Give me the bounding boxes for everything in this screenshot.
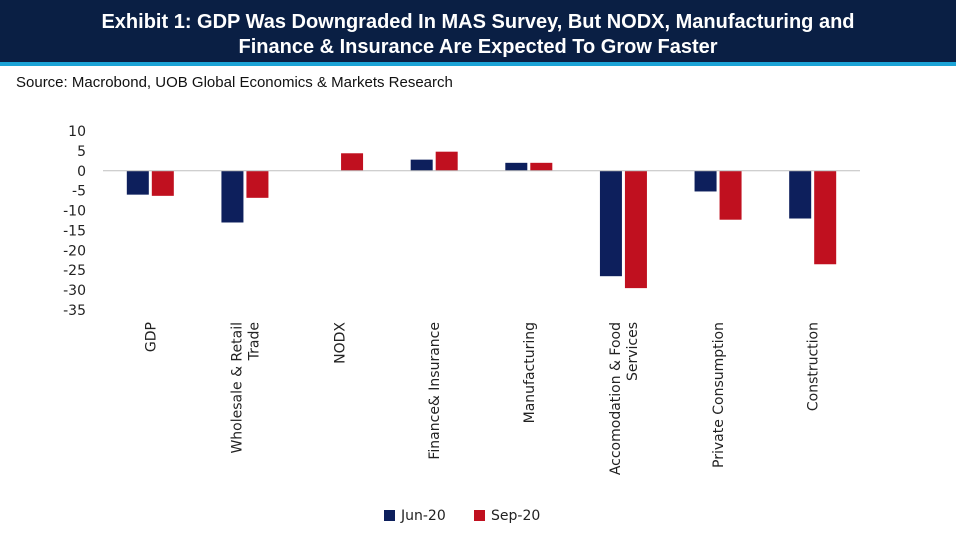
y-tick-label: -20 <box>63 243 86 259</box>
title-bar: Exhibit 1: GDP Was Downgraded In MAS Sur… <box>0 0 956 66</box>
bar-jun <box>789 170 812 219</box>
x-category-label: Accomodation & FoodServices <box>608 322 641 475</box>
x-category-label-line: Services <box>625 322 641 381</box>
bar-sep <box>341 153 364 171</box>
y-tick-label: 10 <box>68 124 86 140</box>
y-tick-label: -5 <box>72 184 86 200</box>
y-tick-label: -10 <box>63 204 86 220</box>
legend-swatch-sep <box>474 510 485 521</box>
x-category-label: Finance& Insurance <box>427 322 443 460</box>
bar-sep <box>435 151 458 171</box>
bar-sep <box>246 170 269 198</box>
x-category-label-line: Private Consumption <box>711 322 727 468</box>
x-category-label-line: GDP <box>143 322 159 352</box>
x-category-label: Manufacturing <box>522 322 538 423</box>
x-category-label-line: Trade <box>246 322 262 361</box>
bar-jun <box>599 170 622 277</box>
source-note: Source: Macrobond, UOB Global Economics … <box>16 74 453 91</box>
y-tick-label: -15 <box>63 223 86 239</box>
legend-item-jun: Jun-20 <box>384 508 446 524</box>
x-category-label-line: Accomodation & Food <box>608 322 624 475</box>
y-tick-label: 5 <box>77 144 86 160</box>
x-category-label: Wholesale & RetailTrade <box>229 322 262 454</box>
bar-jun <box>126 170 149 195</box>
chart-title-line-1: Exhibit 1: GDP Was Downgraded In MAS Sur… <box>101 11 855 33</box>
bar-sep <box>530 162 553 171</box>
bar-jun <box>221 170 244 223</box>
bar-sep <box>624 170 647 289</box>
chart-title-line-2: Finance & Insurance Are Expected To Grow… <box>238 36 718 58</box>
legend-swatch-jun <box>384 510 395 521</box>
x-category-label: Private Consumption <box>711 322 727 468</box>
legend-label-sep: Sep-20 <box>491 508 541 524</box>
x-category-label-line: Wholesale & Retail <box>229 322 245 454</box>
legend-item-sep: Sep-20 <box>474 508 540 524</box>
y-tick-label: 0 <box>77 164 86 180</box>
y-tick-label: -35 <box>63 303 86 319</box>
bar-jun <box>410 159 433 171</box>
y-tick-label: -30 <box>63 283 86 299</box>
bar-jun <box>694 170 717 192</box>
bar-jun <box>505 162 528 171</box>
x-category-label-line: Construction <box>806 322 822 411</box>
x-category-label: Construction <box>806 322 822 411</box>
legend-label-jun: Jun-20 <box>401 508 446 524</box>
bar-sep <box>151 170 174 196</box>
x-category-label-line: Finance& Insurance <box>427 322 443 460</box>
bar-sep <box>814 170 837 265</box>
x-category-label: NODX <box>333 322 349 364</box>
x-category-label-line: Manufacturing <box>522 322 538 423</box>
y-tick-label: -25 <box>63 263 86 279</box>
x-category-label-line: NODX <box>333 322 349 364</box>
bar-sep <box>719 170 742 220</box>
x-category-label: GDP <box>143 322 159 352</box>
